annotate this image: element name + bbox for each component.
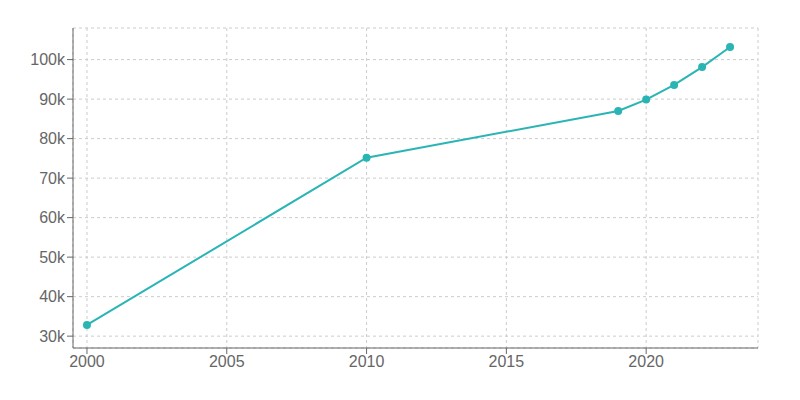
svg-text:30k: 30k [39,328,66,345]
svg-text:40k: 40k [39,288,66,305]
svg-text:50k: 50k [39,249,66,266]
svg-text:90k: 90k [39,91,66,108]
svg-text:80k: 80k [39,130,66,147]
svg-text:2020: 2020 [628,353,664,370]
svg-text:60k: 60k [39,209,66,226]
svg-text:2000: 2000 [69,353,105,370]
svg-text:2010: 2010 [349,353,385,370]
svg-text:2015: 2015 [489,353,525,370]
svg-text:70k: 70k [39,170,66,187]
svg-text:100k: 100k [30,51,66,68]
svg-text:2005: 2005 [209,353,245,370]
